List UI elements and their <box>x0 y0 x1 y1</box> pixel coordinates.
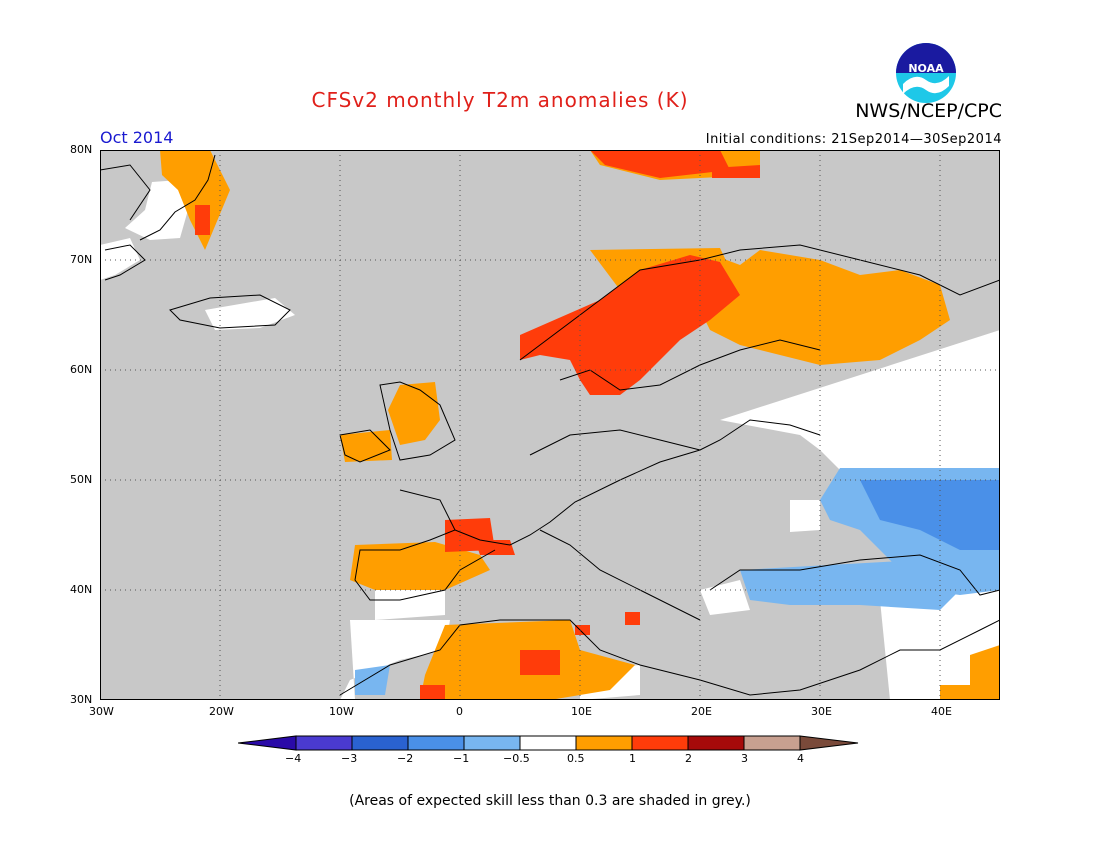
legend-bin-0 <box>238 735 297 751</box>
initial-conditions-label: Initial conditions: 21Sep2014—30Sep2014 <box>705 132 1002 147</box>
legend-bin-6 <box>575 735 633 751</box>
lon-tick-0: 0 <box>456 705 463 718</box>
legend-bin-3 <box>407 735 465 751</box>
legend-bin-7 <box>631 735 689 751</box>
lon-tick-40e: 40E <box>931 705 952 718</box>
skill-footnote: (Areas of expected skill less than 0.3 a… <box>349 793 751 809</box>
anomaly-map <box>100 150 1000 700</box>
legend-tick-0-5: 0.5 <box>567 752 585 765</box>
color-legend <box>238 735 859 751</box>
legend-tick-3: 3 <box>741 752 748 765</box>
lat-tick-60n: 60N <box>70 363 93 376</box>
lat-tick-30n: 30N <box>70 693 93 706</box>
lat-tick-40n: 40N <box>70 583 93 596</box>
coastlines <box>100 154 1000 696</box>
legend-bin-5 <box>519 735 577 751</box>
legend-tick-2: 2 <box>685 752 692 765</box>
lon-tick-20w: 20W <box>209 705 234 718</box>
map-title: CFSv2 monthly T2m anomalies (K) <box>311 88 689 112</box>
legend-bin-8 <box>687 735 745 751</box>
legend-bin-4 <box>463 735 521 751</box>
lat-tick-80n: 80N <box>70 143 93 156</box>
legend-bin-10 <box>799 735 859 751</box>
legend-tick-minus3: −3 <box>341 752 358 765</box>
lat-tick-70n: 70N <box>70 253 93 266</box>
legend-tick-minus0-5: −0.5 <box>503 752 530 765</box>
legend-tick-minus2: −2 <box>397 752 414 765</box>
lon-tick-20e: 20E <box>691 705 712 718</box>
cold-anomaly-core <box>860 480 1000 550</box>
lon-tick-30e: 30E <box>811 705 832 718</box>
legend-bin-2 <box>351 735 409 751</box>
lon-tick-10w: 10W <box>329 705 354 718</box>
lat-tick-50n: 50N <box>70 473 93 486</box>
lon-tick-30w: 30W <box>89 705 114 718</box>
legend-bin-1 <box>295 735 353 751</box>
noaa-logo-text: NOAA <box>908 62 944 75</box>
month-label: Oct 2014 <box>100 128 174 147</box>
lon-tick-10e: 10E <box>571 705 592 718</box>
legend-bin-9 <box>743 735 801 751</box>
legend-tick-4: 4 <box>797 752 804 765</box>
legend-tick-minus1: −1 <box>453 752 470 765</box>
legend-tick-minus4: −4 <box>285 752 302 765</box>
strong-warm-anomaly-regions <box>195 150 760 700</box>
noaa-logo: NOAA <box>895 42 957 104</box>
legend-tick-1: 1 <box>629 752 636 765</box>
agency-label: NWS/NCEP/CPC <box>855 100 1002 122</box>
gridlines <box>100 150 1000 700</box>
